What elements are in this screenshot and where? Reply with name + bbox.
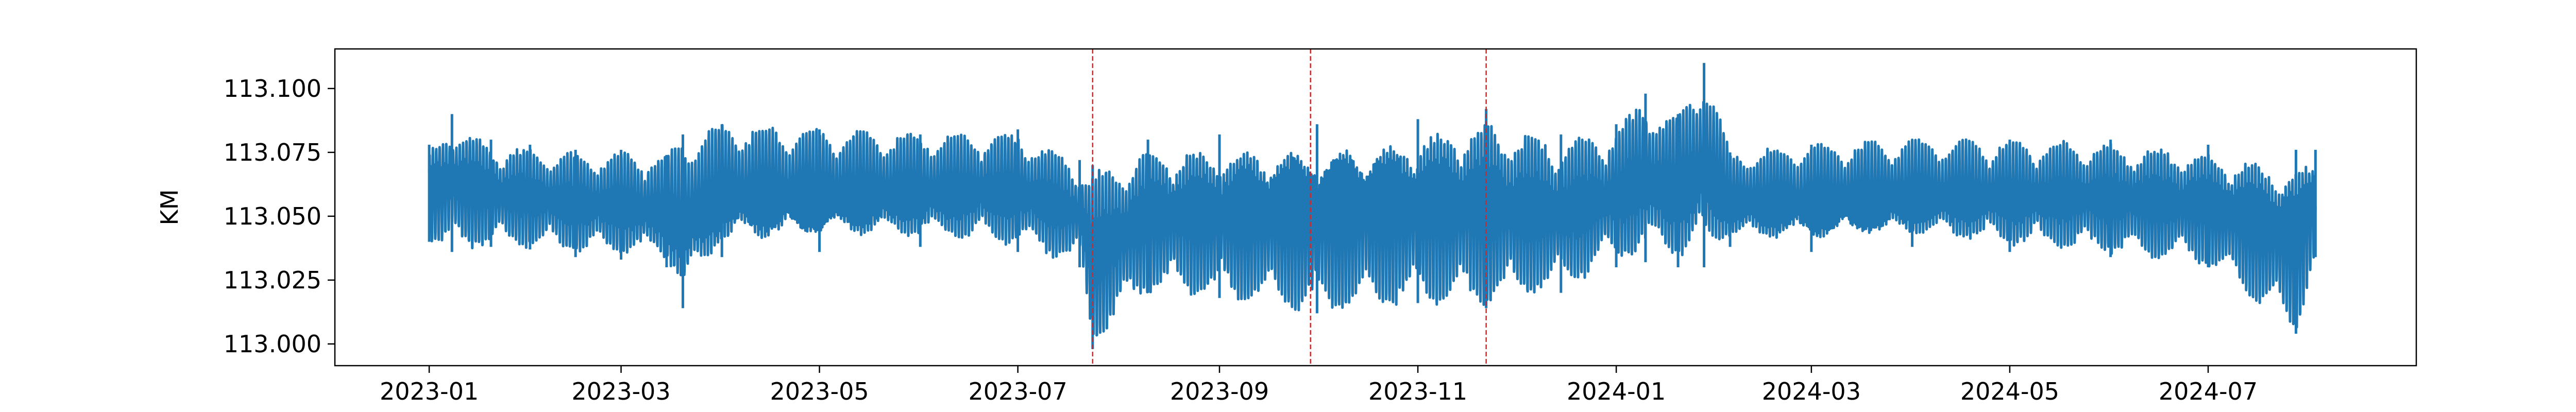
series-line [428, 100, 2317, 337]
x-tick-label: 2023-03 [571, 377, 670, 405]
x-tick-label: 2024-03 [1762, 377, 1861, 405]
vline-layer [1092, 49, 1487, 366]
x-tick-label: 2023-01 [380, 377, 479, 405]
y-tick-label: 113.025 [224, 266, 321, 294]
x-tick-label: 2024-01 [1567, 377, 1666, 405]
y-tick-label: 113.100 [224, 75, 321, 102]
x-tick-label: 2023-05 [770, 377, 869, 405]
axes-frame [334, 48, 2417, 367]
x-tick-label: 2024-05 [1960, 377, 2059, 405]
x-tick-label: 2024-07 [2159, 377, 2258, 405]
y-axis-title: KM [156, 190, 183, 226]
y-axis: 113.000 113.025 113.050 113.075 113.100 [224, 75, 335, 358]
x-tick-label: 2023-07 [969, 377, 1067, 405]
y-tick-label: 113.050 [224, 202, 321, 230]
x-axis: 2023-01 2023-03 2023-05 2023-07 2023-09 2023-… [380, 366, 2258, 405]
plot-area [428, 49, 2317, 366]
y-tick-label: 113.075 [224, 139, 321, 166]
x-tick-label: 2023-11 [1368, 377, 1467, 405]
x-tick-label: 2023-09 [1170, 377, 1269, 405]
series-layer [428, 63, 2317, 349]
y-tick-label: 113.000 [224, 330, 321, 358]
